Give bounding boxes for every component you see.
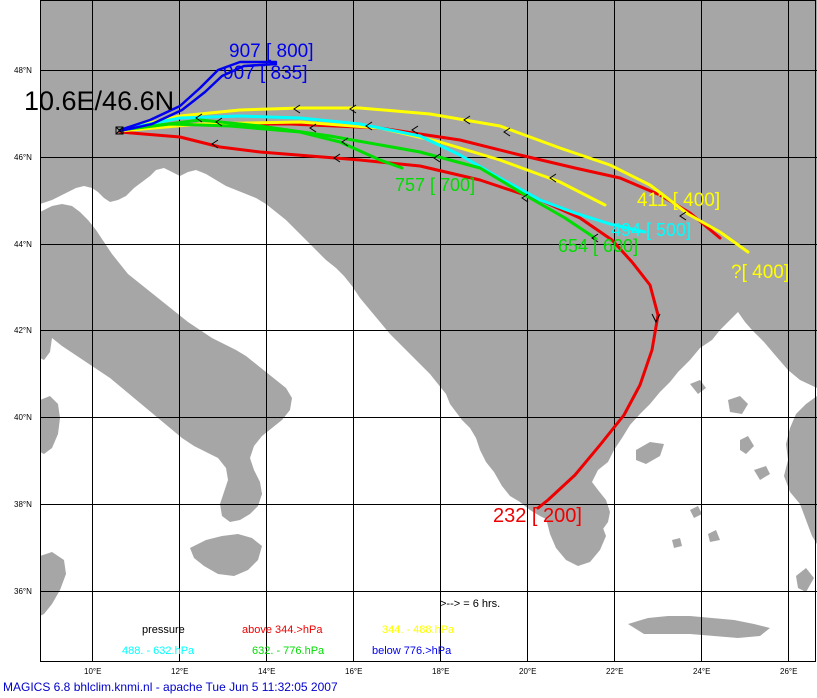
label-yellow-a: 411 [ 400]	[637, 190, 720, 211]
land-apulia	[232, 372, 288, 418]
track-labels: 907 [ 800] 907 [ 835] 757 [ 700] 654 [ 6…	[223, 41, 789, 527]
label-green-a: 757 [ 700]	[395, 175, 475, 195]
lon-tick-20: 20°E	[519, 667, 536, 676]
arrow-marker	[365, 121, 373, 131]
land-italy	[40, 204, 292, 522]
lon-tick-10: 10°E	[84, 667, 101, 676]
land-sardinia	[40, 396, 60, 454]
label-green-b: 654 [ 600]	[558, 236, 638, 256]
footer-caption: MAGICS 6.8 bhlclim.knmi.nl - apache Tue …	[3, 680, 338, 694]
arrow-marker	[463, 115, 471, 125]
lat-tick-44: 44°N	[14, 240, 32, 249]
track-cyan	[118, 114, 647, 234]
legend-blue: below 776.>hPa	[372, 645, 452, 657]
land-cyclades-3	[672, 538, 682, 548]
land-samos	[754, 466, 770, 480]
lat-axis: 48°N 46°N 44°N 42°N 40°N 38°N 36°N	[14, 66, 32, 596]
land-mainland	[40, 0, 817, 550]
legend-red: above 344.>hPa	[242, 624, 323, 636]
label-blue-b: 907 [ 835]	[223, 63, 308, 84]
arrow-marker	[503, 127, 511, 137]
lon-tick-14: 14°E	[258, 667, 275, 676]
land-masses	[40, 0, 817, 638]
lon-tick-24: 24°E	[693, 667, 710, 676]
lon-tick-16: 16°E	[345, 667, 362, 676]
lat-tick-46: 46°N	[14, 153, 32, 162]
land-rhodes	[796, 568, 814, 592]
land-lesbos	[728, 396, 748, 414]
label-yellow-b: ?[ 400]	[731, 262, 789, 283]
land-cyclades-2	[708, 530, 720, 542]
arrow-marker	[349, 104, 357, 114]
legend-interval-note: >--> = 6 hrs.	[440, 598, 500, 610]
arrow-marker	[549, 173, 557, 183]
legend-yellow: 344. - 488.hPa	[382, 624, 455, 636]
origin-marker-icon	[115, 126, 124, 135]
land-sicily	[190, 534, 262, 576]
track-blue-upper	[118, 60, 278, 132]
land-chios	[740, 436, 754, 454]
label-blue-a: 907 [ 800]	[229, 41, 314, 62]
lat-tick-48: 48°N	[14, 66, 32, 75]
lat-tick-40: 40°N	[14, 413, 32, 422]
lon-tick-18: 18°E	[432, 667, 449, 676]
lon-tick-12: 12°E	[171, 667, 188, 676]
track-yellow-upper	[118, 106, 750, 254]
land-euboea	[636, 442, 664, 464]
land-tunisia	[40, 552, 66, 616]
label-cyan: 494 [ 500]	[611, 220, 691, 240]
origin-label: 10.6E/46.6N	[24, 86, 174, 116]
lat-tick-38: 38°N	[14, 500, 32, 509]
arrow-marker	[521, 193, 529, 203]
track-green-lower	[118, 118, 597, 240]
legend-cyan: 488. - 632.hPa	[122, 645, 195, 657]
arrow-marker	[679, 211, 687, 221]
arrow-marker	[433, 153, 441, 163]
land-cyclades-1	[690, 506, 702, 518]
arrow-marker	[591, 233, 599, 243]
lat-tick-36: 36°N	[14, 587, 32, 596]
land-corsica	[40, 322, 52, 360]
legend-green: 632. - 776.hPa	[252, 645, 325, 657]
land-crete	[628, 616, 770, 638]
land-anatolia	[784, 396, 817, 544]
legend: >--> = 6 hrs. pressure above 344.>hPa 34…	[122, 598, 500, 657]
arrow-marker	[651, 313, 661, 324]
track-red-lower	[118, 130, 660, 510]
arrow-marker	[333, 153, 341, 163]
legend-pressure-label: pressure	[142, 624, 185, 636]
arrow-marker	[309, 123, 317, 133]
lat-tick-42: 42°N	[14, 326, 32, 335]
direction-arrows	[195, 104, 687, 324]
arrow-marker	[211, 139, 219, 149]
arrow-marker	[195, 113, 203, 123]
arrow-marker	[293, 104, 301, 114]
label-red: 232 [ 200]	[493, 505, 582, 527]
arrow-marker	[411, 125, 419, 135]
lon-tick-22: 22°E	[606, 667, 623, 676]
track-blue-lower	[118, 62, 278, 133]
arrow-marker	[341, 137, 349, 147]
graticule	[40, 0, 817, 662]
lon-tick-26: 26°E	[780, 667, 797, 676]
land-peloponnese	[546, 494, 606, 566]
arrow-marker	[215, 117, 223, 127]
lon-axis: 10°E 12°E 14°E 16°E 18°E 20°E 22°E 24°E …	[84, 667, 797, 676]
map-frame	[40, 0, 816, 662]
